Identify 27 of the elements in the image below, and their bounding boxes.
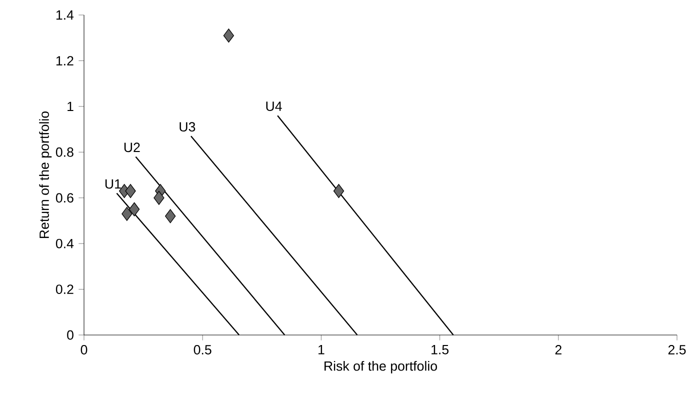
point xyxy=(333,184,344,198)
x-tick-label: 0 xyxy=(80,345,88,354)
y-tick-label: 0.4 xyxy=(56,238,74,248)
y-tick-label: 1.4 xyxy=(56,10,74,20)
series-label: U2 xyxy=(124,142,140,152)
point xyxy=(165,209,176,224)
y-tick-label: 1.2 xyxy=(56,56,74,66)
y-tick-label: 1 xyxy=(68,102,74,112)
point xyxy=(122,206,132,221)
x-tick-label: 1 xyxy=(318,345,324,354)
point xyxy=(154,190,164,205)
series-label: U1 xyxy=(105,179,121,189)
series-label: U4 xyxy=(266,102,282,111)
y-axis-title: Return of the portfolio xyxy=(39,111,52,238)
y-tick-label: 0.8 xyxy=(56,147,74,157)
series-label: U3 xyxy=(180,122,196,132)
x-tick-label: 1.5 xyxy=(432,345,449,354)
y-tick-label: 0 xyxy=(67,330,74,340)
x-axis-title: Risk of the portfolio xyxy=(324,360,437,374)
point xyxy=(125,184,136,198)
y-tick-label: 0.6 xyxy=(56,193,74,203)
x-tick-label: 2 xyxy=(555,345,562,354)
y-tick-label: 0.2 xyxy=(56,284,74,294)
x-tick-label: 2.5 xyxy=(668,345,686,354)
point xyxy=(223,28,234,43)
x-tick-label: 0.5 xyxy=(194,345,212,354)
point xyxy=(128,202,140,216)
